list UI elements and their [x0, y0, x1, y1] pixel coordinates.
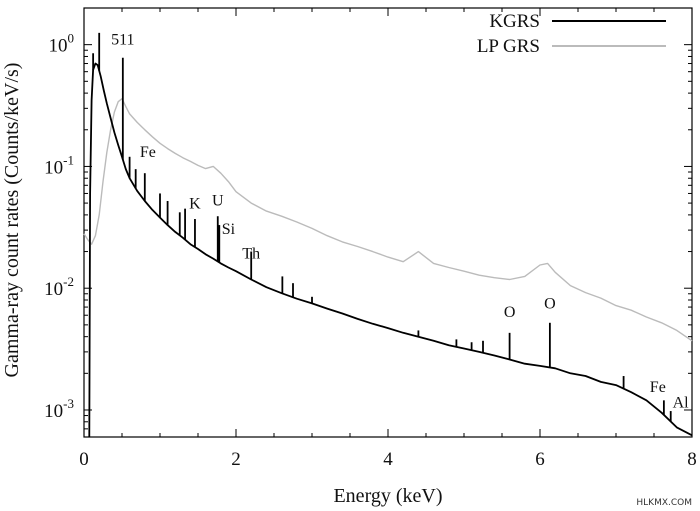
x-tick-label: 4	[383, 449, 393, 470]
series-line-kgrs	[88, 62, 693, 438]
peak-label-k: K	[189, 196, 201, 213]
series-line-lp-grs	[83, 98, 693, 342]
plot-frame	[83, 7, 693, 438]
x-tick-label: 0	[79, 449, 89, 470]
peak-label-al: Al	[673, 394, 690, 411]
x-axis-title: Energy (keV)	[333, 485, 442, 507]
peak-label-o: O	[504, 304, 516, 321]
y-tick-label: 10-1	[44, 152, 74, 178]
y-tick-label: 100	[49, 31, 75, 57]
peak-label-511: 511	[111, 32, 134, 49]
y-axis-title: Gamma-ray count rates (Counts/keV/s)	[1, 63, 23, 378]
legend: KGRS LP GRS	[477, 11, 666, 57]
peak-label-o: O	[544, 296, 556, 313]
y-tick-label: 10-3	[44, 396, 74, 422]
legend-label-kgrs: KGRS	[489, 11, 540, 32]
plot-area	[83, 7, 693, 438]
peak-label-th: Th	[242, 246, 260, 263]
series-layer	[83, 32, 693, 438]
x-tick-label: 2	[231, 449, 241, 470]
axes: 0 2 4 6 8 10-3 10-2 10-1 100	[44, 7, 697, 470]
x-tick-label: 8	[687, 449, 697, 470]
peak-label-fe: Fe	[650, 379, 666, 396]
annotation-layer: 511 Fe K U Si Th O O Fe Al	[111, 32, 689, 412]
peak-label-u: U	[212, 192, 224, 209]
watermark-text: HLKMX.COM	[636, 498, 692, 508]
legend-label-lp-grs: LP GRS	[477, 36, 540, 57]
x-tick-label: 6	[535, 449, 545, 470]
peak-label-si: Si	[222, 221, 236, 238]
y-tick-label: 10-2	[44, 274, 74, 300]
peak-label-fe: Fe	[140, 144, 156, 161]
